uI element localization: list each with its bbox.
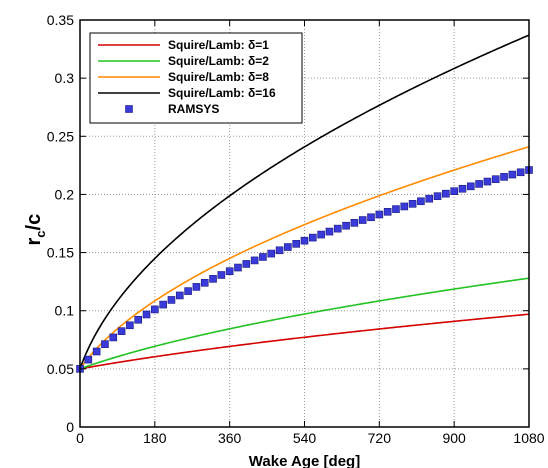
y-axis-label-tail: /c — [23, 214, 45, 231]
ramsys-marker — [117, 327, 126, 335]
ramsys-marker — [317, 230, 325, 239]
x-tick-labels: 0 180 360 540 720 900 1080 — [76, 430, 545, 446]
ramsys-marker — [101, 340, 109, 348]
ramsys-marker — [175, 291, 184, 300]
x-tick-label: 1080 — [513, 430, 544, 446]
ramsys-marker — [450, 187, 458, 196]
ramsys-marker — [142, 310, 151, 319]
ramsys-marker — [309, 233, 317, 242]
ramsys-marker — [442, 189, 450, 198]
series-line — [79, 313, 530, 370]
x-tick-label: 0 — [76, 430, 84, 446]
ramsys-marker — [500, 173, 508, 181]
ramsys-marker — [92, 347, 101, 356]
ramsys-marker — [151, 305, 159, 314]
ramsys-marker — [433, 192, 442, 200]
ramsys-marker — [383, 207, 392, 216]
ramsys-marker — [292, 240, 300, 248]
ramsys-marker — [159, 300, 167, 309]
ramsys-marker — [483, 177, 492, 186]
legend-label: RAMSYS — [168, 102, 219, 116]
legend-items: Squire/Lamb: δ=1 Squire/Lamb: δ=2 Squire/L… — [98, 38, 276, 116]
ramsys-marker — [325, 227, 334, 236]
legend-label: Squire/Lamb: δ=8 — [168, 70, 269, 84]
y-tick-label: 0.35 — [47, 12, 74, 28]
ramsys-marker — [234, 263, 242, 272]
ramsys-marker — [167, 296, 176, 304]
ramsys-marker — [475, 180, 483, 188]
y-tick-label: 0 — [66, 419, 74, 435]
legend-label: Squire/Lamb: δ=1 — [168, 38, 269, 52]
y-tick-label: 0.1 — [55, 303, 75, 319]
ramsys-marker — [184, 287, 192, 295]
ramsys-marker — [408, 200, 417, 208]
ticks — [79, 19, 530, 428]
ramsys-marker — [242, 260, 251, 268]
ramsys-marker — [300, 236, 309, 245]
ramsys-marker — [134, 315, 143, 324]
series-line — [79, 145, 530, 370]
ramsys-marker — [392, 205, 400, 213]
y-tick-label: 0.05 — [47, 361, 74, 377]
series-line — [79, 277, 530, 370]
ramsys-marker — [84, 355, 93, 364]
y-tick-labels: 0 0.05 0.1 0.15 0.2 0.25 0.3 0.35 — [47, 12, 74, 435]
legend-label: Squire/Lamb: δ=16 — [168, 86, 276, 100]
ramsys-marker — [259, 253, 267, 261]
ramsys-marker — [209, 275, 217, 283]
ramsys-marker — [375, 210, 384, 219]
ramsys-marker — [342, 221, 350, 230]
ramsys-marker — [417, 197, 425, 206]
series-lines — [79, 34, 530, 370]
ramsys-marker — [284, 243, 292, 251]
ramsys-marker — [250, 256, 259, 265]
y-axis-label: rc/c — [23, 214, 48, 246]
ramsys-marker — [217, 271, 226, 279]
ramsys-marker — [367, 213, 375, 222]
ramsys-marker — [126, 321, 134, 330]
y-axis-label-main: r — [23, 238, 45, 246]
x-tick-label: 540 — [293, 430, 317, 446]
grid — [80, 20, 529, 427]
ramsys-marker — [400, 202, 409, 211]
ramsys-marker — [466, 182, 475, 191]
y-tick-label: 0.25 — [47, 128, 74, 144]
legend-label: Squire/Lamb: δ=2 — [168, 54, 269, 68]
x-tick-label: 180 — [143, 430, 167, 446]
series-line — [79, 34, 530, 370]
ramsys-marker — [267, 249, 276, 258]
ramsys-marker — [491, 175, 500, 184]
y-tick-label: 0.15 — [47, 245, 74, 261]
ramsys-marker — [350, 219, 359, 227]
ramsys-marker — [192, 283, 201, 291]
ramsys-marker — [225, 267, 234, 276]
x-tick-label: 720 — [368, 430, 392, 446]
ramsys-marker — [516, 168, 525, 177]
y-axis-label-subscript: c — [33, 230, 48, 237]
ramsys-marker — [458, 184, 467, 193]
ramsys-marker — [109, 333, 118, 342]
x-tick-label: 900 — [442, 430, 466, 446]
ramsys-markers — [76, 166, 533, 373]
legend: Squire/Lamb: δ=1 Squire/Lamb: δ=2 Squire/L… — [89, 32, 303, 124]
ramsys-marker — [358, 216, 367, 224]
x-axis-label: Wake Age [deg] — [249, 453, 360, 468]
ramsys-marker — [508, 170, 517, 179]
ramsys-marker — [333, 224, 342, 233]
legend-swatch-marker — [125, 105, 133, 113]
ramsys-marker — [425, 194, 434, 203]
ramsys-marker — [200, 279, 209, 287]
y-tick-label: 0.3 — [55, 70, 75, 86]
ramsys-marker — [275, 246, 284, 255]
x-tick-label: 360 — [218, 430, 242, 446]
y-tick-label: 0.2 — [55, 186, 75, 202]
